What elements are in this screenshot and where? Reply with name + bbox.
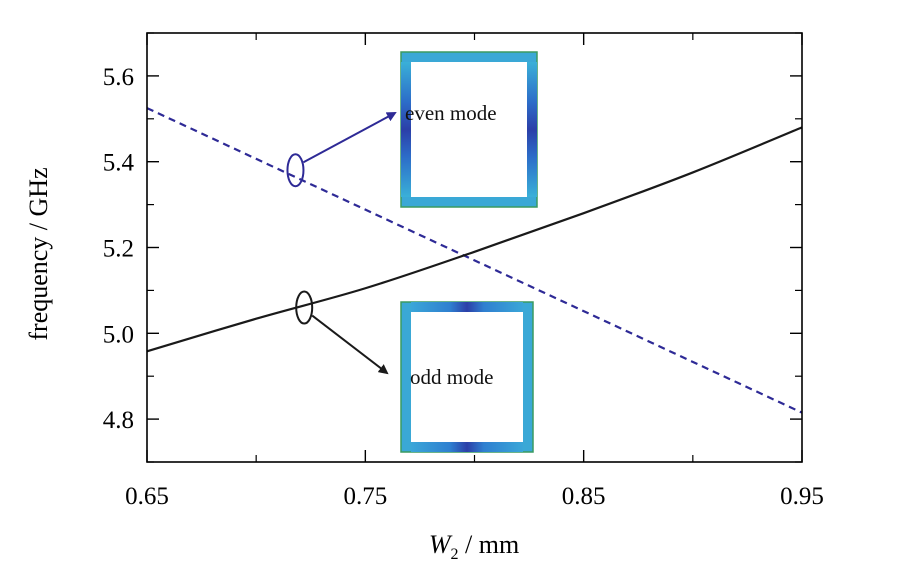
even-mode-label: even mode (405, 101, 497, 125)
inset-ring-side (401, 62, 411, 197)
x-tick-label: 0.65 (125, 483, 169, 510)
y-tick-label: 5.6 (103, 64, 134, 91)
inset-ring-side (527, 62, 537, 197)
annotation-arrow (302, 112, 397, 164)
odd-mode-label: odd mode (410, 365, 493, 389)
y-tick-label: 4.8 (103, 407, 134, 434)
y-tick-label: 5.0 (103, 321, 134, 348)
y-tick-label: 5.4 (103, 150, 135, 177)
annotation-ellipse (295, 290, 314, 325)
x-axis-title-subscript: 2 (451, 546, 459, 563)
inset-ring-hole (411, 312, 523, 442)
y-axis-title: frequency / GHz (24, 167, 53, 340)
inset-ring-hole (411, 62, 527, 197)
annotation-arrow (311, 314, 389, 375)
x-axis-title: W2 / mm (429, 530, 519, 563)
series-line-dashed (146, 107, 803, 414)
annotation-ellipse (286, 153, 305, 188)
x-axis-title-unit: / mm (459, 530, 520, 559)
x-tick-label: 0.85 (562, 483, 606, 510)
x-axis-title-symbol: W (429, 530, 453, 559)
x-tick-label: 0.95 (780, 483, 824, 510)
y-tick-label: 5.2 (103, 236, 134, 263)
inset-ring-side (411, 442, 523, 452)
series-line-solid (146, 126, 803, 353)
odd-mode-field-inset (400, 301, 534, 453)
inset-ring-side (411, 302, 523, 312)
x-tick-label: 0.75 (343, 483, 387, 510)
even-mode-field-inset (400, 51, 538, 208)
